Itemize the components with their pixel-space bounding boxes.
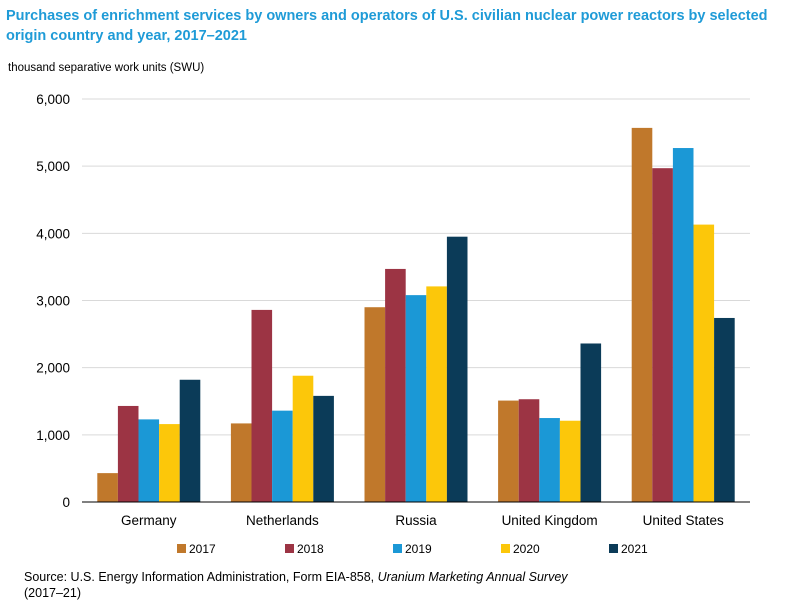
bar — [292, 375, 314, 502]
category-label: Germany — [121, 513, 177, 528]
units-label: thousand separative work units (SWU) — [8, 62, 205, 74]
category-label: United States — [643, 513, 724, 528]
bar — [117, 405, 139, 502]
bar — [693, 224, 715, 502]
legend: 2017 2018 2019 2020 2021 — [177, 542, 648, 556]
y-tick-label: 0 — [62, 495, 70, 510]
bar — [652, 168, 673, 502]
legend-swatch — [177, 544, 186, 553]
bar — [97, 473, 118, 502]
bar — [714, 317, 735, 502]
source-years: (2017–21) — [24, 586, 81, 600]
category-label: Russia — [395, 513, 437, 528]
bar — [631, 127, 653, 503]
source-prefix: Source: U.S. Energy Information Administ… — [24, 570, 378, 584]
legend-label: 2019 — [405, 542, 432, 556]
bar — [179, 379, 201, 502]
source-note: Source: U.S. Energy Information Administ… — [24, 569, 764, 601]
bar — [405, 295, 427, 502]
bar — [272, 410, 293, 502]
legend-swatch — [285, 544, 294, 553]
bar — [672, 148, 694, 502]
category-label: United Kingdom — [502, 513, 598, 528]
legend-swatch — [501, 544, 510, 553]
source-survey-name: Uranium Marketing Annual Survey — [377, 570, 568, 584]
legend-label: 2018 — [297, 542, 324, 556]
bar — [251, 309, 273, 502]
bar — [559, 420, 581, 502]
legend-label: 2021 — [621, 542, 648, 556]
y-tick-label: 1,000 — [36, 428, 70, 443]
legend-swatch — [393, 544, 402, 553]
bar — [580, 343, 602, 502]
legend-label: 2017 — [189, 542, 216, 556]
bar — [539, 418, 560, 502]
bar — [313, 395, 334, 502]
y-tick-label: 6,000 — [36, 92, 70, 107]
bar — [518, 399, 540, 502]
bar — [385, 268, 406, 502]
bars — [97, 127, 735, 503]
bar — [138, 419, 160, 502]
bar — [364, 307, 386, 502]
legend-label: 2020 — [513, 542, 540, 556]
y-axis-ticks: 0 1,000 2,000 3,000 4,000 5,000 6,000 — [36, 92, 70, 510]
y-tick-label: 2,000 — [36, 361, 70, 376]
bar-chart: 0 1,000 2,000 3,000 4,000 5,000 6,000 Germany N… — [36, 92, 750, 556]
y-tick-label: 5,000 — [36, 159, 70, 174]
y-tick-label: 4,000 — [36, 226, 70, 241]
y-tick-label: 3,000 — [36, 294, 70, 309]
category-label: Netherlands — [246, 513, 319, 528]
bar — [159, 424, 180, 502]
bar — [426, 286, 447, 502]
bar — [230, 423, 252, 502]
legend-swatch — [609, 544, 618, 553]
bar — [446, 236, 468, 503]
x-axis-categories: Germany Netherlands Russia United Kingdom Un… — [121, 513, 724, 528]
chart-title: Purchases of enrichment services by owne… — [6, 8, 768, 44]
bar — [498, 400, 519, 502]
